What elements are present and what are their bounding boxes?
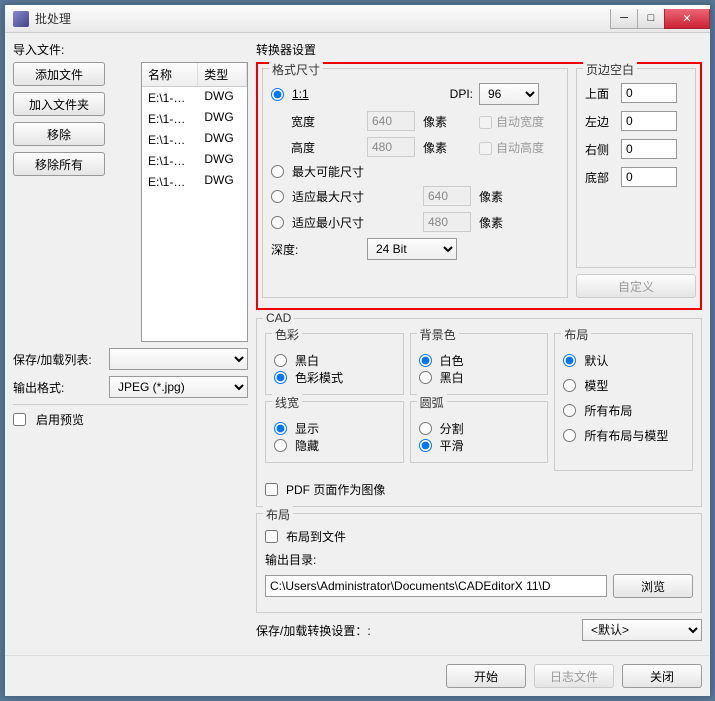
titlebar[interactable]: 批处理 ─ □ ✕ — [5, 5, 710, 33]
cad-legend: CAD — [263, 311, 294, 325]
layout-default-radio[interactable] — [563, 354, 576, 367]
arc-split-radio[interactable] — [419, 422, 432, 435]
output-format-select[interactable]: JPEG (*.jpg) — [109, 376, 248, 398]
log-button: 日志文件 — [534, 664, 614, 688]
width-input — [367, 111, 415, 131]
dpi-select[interactable]: 96 — [479, 83, 539, 105]
table-row[interactable]: E:\1-软文...DWG — [142, 129, 247, 150]
pdf-as-image-checkbox[interactable] — [265, 483, 278, 496]
browse-button[interactable]: 浏览 — [613, 574, 693, 598]
layout-all-radio[interactable] — [563, 404, 576, 417]
close-button[interactable]: ✕ — [664, 9, 710, 29]
format-size-legend: 格式尺寸 — [269, 61, 323, 78]
fit-min-radio[interactable] — [271, 216, 284, 229]
height-input — [367, 137, 415, 157]
import-label: 导入文件: — [13, 41, 64, 58]
depth-label: 深度: — [271, 241, 361, 258]
depth-select[interactable]: 24 Bit — [367, 238, 457, 260]
add-file-button[interactable]: 添加文件 — [13, 62, 105, 86]
saveload-conv-label: 保存/加载转换设置：: — [256, 622, 371, 639]
dpi-label: DPI: — [423, 87, 473, 101]
app-icon — [13, 11, 29, 27]
max-possible-radio[interactable] — [271, 165, 284, 178]
saveload-conv-select[interactable]: <默认> — [582, 619, 702, 641]
height-label: 高度 — [271, 139, 361, 156]
maximize-button[interactable]: □ — [637, 9, 665, 29]
layout-out-legend: 布局 — [263, 506, 293, 523]
fit-min-input — [423, 212, 471, 232]
start-button[interactable]: 开始 — [446, 664, 526, 688]
layout-allmodel-radio[interactable] — [563, 429, 576, 442]
format-size-box: 格式尺寸 1:1 DPI: 96 宽度 像素 自动宽度 高度 — [256, 62, 702, 310]
remove-button[interactable]: 移除 — [13, 122, 105, 146]
close-dialog-button[interactable]: 关闭 — [622, 664, 702, 688]
window-title: 批处理 — [35, 10, 611, 27]
add-folder-button[interactable]: 加入文件夹 — [13, 92, 105, 116]
table-row[interactable]: E:\1-软文...DWG — [142, 171, 247, 192]
margin-bottom-input[interactable] — [621, 167, 677, 187]
lw-show-radio[interactable] — [274, 422, 287, 435]
color-mode-radio[interactable] — [274, 371, 287, 384]
enable-preview-checkbox[interactable] — [13, 413, 26, 426]
table-row[interactable]: E:\1-软文...DWG — [142, 150, 247, 171]
table-row[interactable]: E:\1-软文...DWG — [142, 87, 247, 108]
width-label: 宽度 — [271, 113, 361, 130]
margin-right-input[interactable] — [621, 139, 677, 159]
custom-button[interactable]: 自定义 — [576, 274, 696, 298]
height-unit: 像素 — [423, 139, 473, 156]
ratio-1-1-radio[interactable] — [271, 88, 284, 101]
layout-model-radio[interactable] — [563, 379, 576, 392]
file-list[interactable]: 名称 类型 E:\1-软文...DWGE:\1-软文...DWGE:\1-软文.… — [141, 62, 248, 342]
outdir-label: 输出目录: — [265, 551, 693, 568]
col-type[interactable]: 类型 — [198, 63, 247, 86]
arc-smooth-radio[interactable] — [419, 439, 432, 452]
outdir-input[interactable] — [265, 575, 607, 597]
saveload-list-select[interactable] — [109, 348, 248, 370]
converter-title: 转换器设置 — [256, 41, 316, 58]
saveload-list-label: 保存/加载列表: — [13, 351, 103, 368]
bg-black-radio[interactable] — [419, 371, 432, 384]
fit-max-radio[interactable] — [271, 190, 284, 203]
output-format-label: 输出格式: — [13, 379, 103, 396]
width-unit: 像素 — [423, 113, 473, 130]
enable-preview-label: 启用预览 — [36, 411, 84, 428]
auto-width-checkbox — [479, 116, 492, 129]
margins-legend: 页边空白 — [583, 61, 637, 78]
remove-all-button[interactable]: 移除所有 — [13, 152, 105, 176]
auto-height-checkbox — [479, 142, 492, 155]
color-bw-radio[interactable] — [274, 354, 287, 367]
minimize-button[interactable]: ─ — [610, 9, 638, 29]
table-row[interactable]: E:\1-软文...DWG — [142, 108, 247, 129]
col-name[interactable]: 名称 — [142, 63, 198, 86]
ratio-1-1-label: 1:1 — [292, 87, 309, 101]
margin-left-input[interactable] — [621, 111, 677, 131]
fit-max-input — [423, 186, 471, 206]
margin-top-input[interactable] — [621, 83, 677, 103]
layout-to-file-checkbox[interactable] — [265, 530, 278, 543]
lw-hide-radio[interactable] — [274, 439, 287, 452]
window: 批处理 ─ □ ✕ 导入文件: 添加文件 加入文件夹 移除 移除所有 名称 类型… — [4, 4, 711, 697]
bg-white-radio[interactable] — [419, 354, 432, 367]
